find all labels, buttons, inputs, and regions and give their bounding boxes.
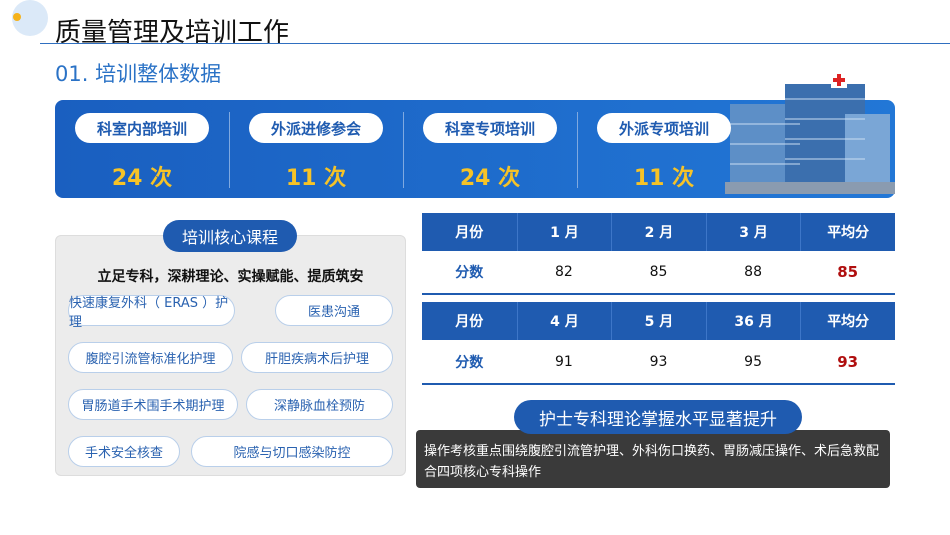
table-cell: 85 xyxy=(837,263,859,281)
section-title: 01. 培训整体数据 xyxy=(55,62,222,86)
course-tag: 快速康复外科（ ERAS ）护理 xyxy=(68,295,235,330)
table-cell: 82 xyxy=(554,264,573,280)
stat-label: 科室内部培训 xyxy=(75,113,209,143)
stat-value: 11 次 xyxy=(633,166,695,191)
stat-label: 科室专项培训 xyxy=(423,113,557,143)
table-cell: 93 xyxy=(649,354,668,370)
hospital-illustration xyxy=(725,72,895,194)
table-cell: 95 xyxy=(744,354,762,370)
table-header-cell: 4 月 xyxy=(516,302,612,340)
table-cell: 85 xyxy=(649,264,668,280)
table-row-line xyxy=(422,383,895,385)
table-header-cell: 平均分 xyxy=(800,302,895,340)
courses-title: 培训核心课程 xyxy=(163,220,297,252)
table-header-row xyxy=(422,213,895,251)
table-header-cell: 月份 xyxy=(455,225,484,241)
course-tag: 手术安全核查 xyxy=(68,436,180,467)
table-header-cell: 36 月 xyxy=(705,302,801,340)
table-header-cell: 月份 xyxy=(455,314,484,330)
divider xyxy=(577,112,578,188)
table-header-cell: 平均分 xyxy=(800,213,895,251)
courses-motto: 立足专科，深耕理论、实操赋能、提质筑安 xyxy=(97,269,364,285)
course-tag: 肝胆疾病术后护理 xyxy=(241,342,393,373)
course-tag: 腹腔引流管标准化护理 xyxy=(68,342,233,373)
summary-text: 操作考核重点围绕腹腔引流管护理、外科伤口换药、胃肠减压操作、术后急救配合四项核心… xyxy=(424,444,880,480)
table-row-line xyxy=(422,293,895,295)
decoration xyxy=(12,0,48,36)
course-tag: 深静脉血栓预防 xyxy=(246,389,393,420)
course-tag: 胃肠道手术围手术期护理 xyxy=(68,389,238,420)
divider xyxy=(403,112,404,188)
table-cell: 分数 xyxy=(455,355,484,371)
stat-value: 24 次 xyxy=(111,166,173,191)
table-cell: 分数 xyxy=(455,265,484,281)
stat-label: 外派专项培训 xyxy=(597,113,731,143)
table-header-cell: 3 月 xyxy=(705,213,801,251)
summary-box xyxy=(416,430,890,488)
summary-title: 护士专科理论掌握水平显著提升 xyxy=(514,400,802,434)
table-cell: 91 xyxy=(554,354,573,370)
divider xyxy=(229,112,230,188)
rule xyxy=(40,43,950,44)
table-cell: 93 xyxy=(837,353,859,371)
stat-label: 外派进修参会 xyxy=(249,113,383,143)
table-header-row xyxy=(422,302,895,340)
course-tag: 院感与切口感染防控 xyxy=(191,436,393,467)
table-header-cell: 5 月 xyxy=(611,302,706,340)
stat-value: 11 次 xyxy=(285,166,347,191)
stat-value: 24 次 xyxy=(459,166,521,191)
course-tag: 医患沟通 xyxy=(275,295,393,326)
table-cell: 88 xyxy=(744,264,762,280)
table-header-cell: 1 月 xyxy=(516,213,612,251)
table-header-cell: 2 月 xyxy=(611,213,706,251)
